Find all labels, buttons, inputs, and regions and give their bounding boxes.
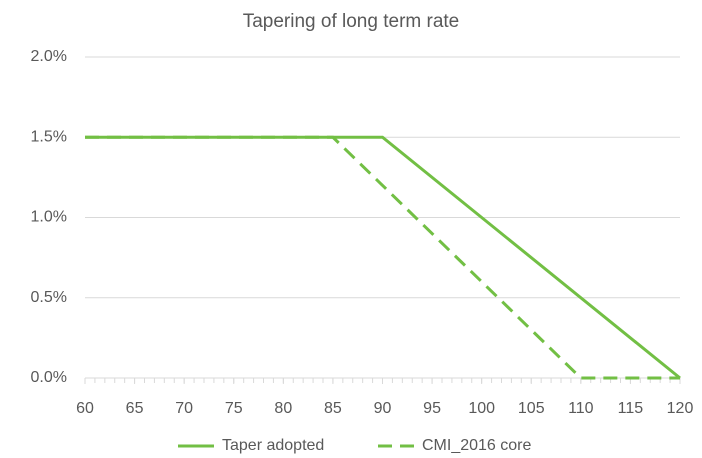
x-tick-label: 120 <box>667 400 694 417</box>
chart-title: Tapering of long term rate <box>243 11 460 32</box>
x-tick-label: 115 <box>618 400 644 417</box>
y-tick-label: 0.0% <box>31 369 67 386</box>
x-tick-label: 65 <box>126 400 144 417</box>
legend-label: CMI_2016 core <box>422 437 531 454</box>
x-tick-label: 70 <box>175 400 193 417</box>
x-tick-label: 90 <box>374 400 392 417</box>
x-tick-label: 85 <box>324 400 342 417</box>
x-tick-label: 80 <box>274 400 292 417</box>
x-tick-label: 105 <box>518 400 545 417</box>
x-tick-label: 75 <box>225 400 243 417</box>
y-tick-label: 1.0% <box>31 209 67 226</box>
y-tick-label: 2.0% <box>31 48 67 65</box>
x-tick-label: 60 <box>76 400 94 417</box>
x-tick-label: 100 <box>468 400 495 417</box>
line <box>85 135 680 380</box>
x-tick-label: 95 <box>423 400 441 417</box>
y-tick-label: 0.5% <box>31 289 67 306</box>
y-tick-label: 1.5% <box>31 128 67 145</box>
x-tick-label: 110 <box>568 400 594 417</box>
legend-label: Taper adopted <box>222 437 324 454</box>
